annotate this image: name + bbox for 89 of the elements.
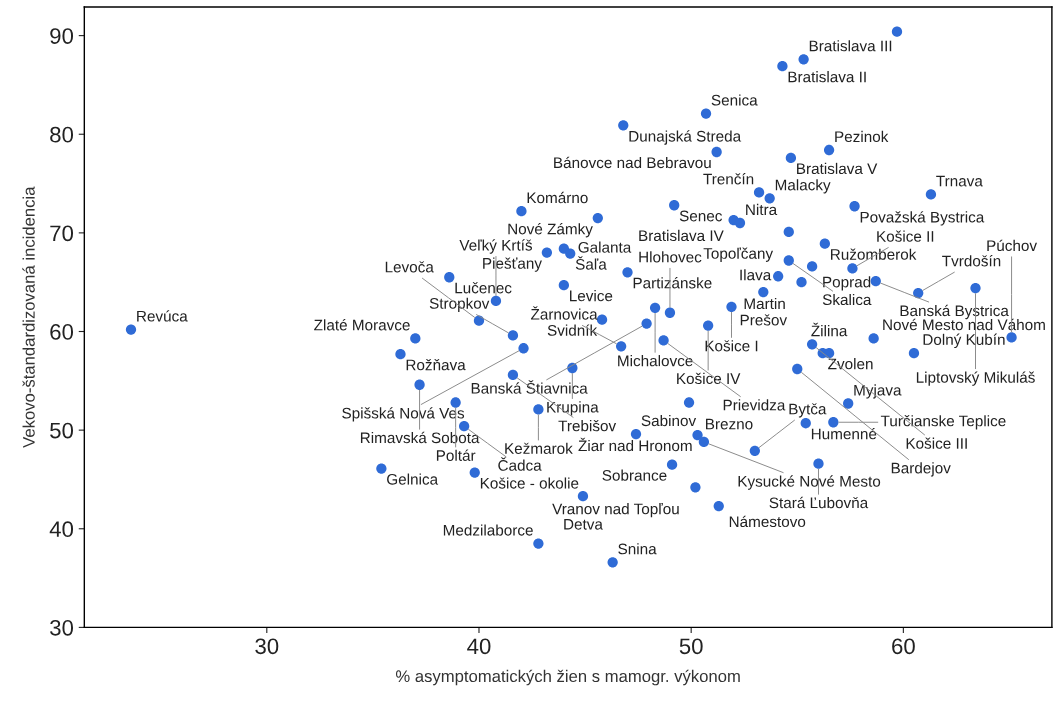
annotation: Senec	[679, 210, 723, 222]
annotation: Poltár	[436, 449, 476, 461]
annotation: Kysucké Nové Mesto	[738, 475, 881, 490]
annotation: Košice II	[877, 230, 934, 242]
annotation: Partizánske	[633, 277, 712, 289]
annotation: Revúca	[137, 310, 188, 322]
annotation: Žiar nad Hronom	[578, 437, 692, 452]
annotation: Nové Zámky	[508, 222, 593, 238]
annotation: Pezinok	[835, 130, 889, 143]
y-tick-label: 40	[49, 521, 74, 538]
annotation: Dunajská Streda	[629, 130, 742, 145]
annotation: Banská Štiavnica	[471, 380, 588, 394]
annotation: Kežmarok	[505, 442, 573, 454]
annotation: Trenčín	[703, 173, 754, 185]
x-tick-label: 30	[255, 638, 279, 655]
annotation: Košice - okolie	[480, 477, 579, 489]
annotation: Košice I	[705, 340, 758, 352]
annotation: Bratislava IV	[639, 229, 724, 242]
annotation: Svidník	[547, 324, 598, 336]
annotation: Prešov	[740, 314, 788, 326]
annotation: Malacky	[775, 179, 831, 194]
y-tick-label: 80	[50, 126, 74, 143]
annotation: Piešťany	[483, 257, 542, 272]
annotation: Rimavská Sobota	[360, 431, 480, 444]
annotation: Zlaté Moravce	[314, 319, 410, 331]
annotation: Bratislava III	[809, 40, 892, 52]
annotation: Zvolen	[828, 358, 873, 370]
annotation: Stropkov	[429, 297, 490, 312]
annotation: Turčianske Teplice	[880, 415, 1006, 430]
annotation: Gelnica	[387, 473, 439, 485]
annotation: Myjava	[854, 384, 902, 399]
annotation: Púchov	[987, 239, 1037, 252]
annotation: Bytča	[789, 403, 827, 418]
annotation: Košice IV	[677, 372, 741, 385]
annotation: Komárno	[527, 191, 588, 204]
annotation: Rožňava	[406, 359, 466, 371]
annotation: Skalica	[822, 293, 872, 306]
annotation: Poprad	[823, 276, 871, 291]
annotation: Šaľa	[575, 256, 607, 270]
annotation: Žilina	[811, 322, 848, 337]
annotation: Sobrance	[602, 469, 667, 481]
annotation: Spišská Nová Ves	[342, 407, 465, 422]
x-tick-label: 40	[467, 638, 491, 655]
annotation: Čadca	[498, 457, 542, 471]
annotation: Snina	[618, 543, 657, 555]
x-tick-label: 50	[679, 638, 703, 655]
annotation: Detva	[564, 519, 603, 530]
annotation: Trnava	[936, 175, 983, 187]
annotation: Krupina	[547, 401, 599, 416]
annotation: Senica	[711, 94, 758, 106]
y-tick-label: 70	[50, 225, 74, 242]
y-tick-label: 50	[50, 422, 74, 439]
annotation: Levice	[570, 290, 613, 302]
annotation: Prievidza	[723, 399, 786, 411]
annotation: Vranov nad Topľou	[552, 503, 679, 518]
annotation: Námestovo	[729, 515, 806, 528]
annotation: Ružomberok	[831, 248, 917, 260]
annotation: Bratislava V	[797, 162, 878, 175]
annotation: Levoča	[385, 261, 434, 273]
annotation: Považská Bystrica	[860, 211, 985, 226]
annotation: Dolný Kubín	[923, 333, 1005, 349]
annotation: Michalovce	[618, 355, 693, 367]
y-axis-title: Vekovo-štandardizovaná incidencia	[22, 186, 35, 448]
x-tick-label: 60	[892, 638, 915, 655]
annotation: Martin	[744, 297, 785, 310]
y-tick-label: 30	[50, 619, 74, 636]
annotation: Nitra	[746, 203, 778, 216]
annotation: Bratislava II	[788, 71, 866, 83]
annotation: Lučenec	[455, 282, 512, 294]
annotation: Veľký Krtíš	[459, 239, 533, 254]
annotation: Liptovský Mikuláš	[916, 371, 1035, 386]
annotation: Topoľčany	[703, 247, 774, 262]
annotation: Stará Ľubovňa	[769, 496, 869, 509]
annotation: Trebišov	[558, 420, 617, 432]
y-tick-label: 60	[50, 324, 74, 340]
y-tick-label: 90	[50, 28, 74, 44]
annotation: Sabinov	[641, 414, 697, 427]
annotation: Hlohovec	[639, 251, 702, 263]
annotation: Bánovce nad Bebravou	[554, 156, 711, 169]
x-axis-title: % asymptomatických žien s mamogr. výkonom	[395, 669, 740, 686]
annotation: Bardejov	[891, 462, 951, 477]
annotation: Tvrdošín	[942, 255, 1001, 267]
annotation: Košice III	[906, 437, 967, 449]
annotation: Brezno	[706, 418, 753, 430]
annotation: Galanta	[578, 241, 632, 253]
annotation: Medzilaborce	[443, 524, 533, 536]
annotation: Žarnovica	[531, 306, 598, 320]
annotation: Humenné	[811, 427, 877, 440]
annotation: Ilava	[740, 269, 772, 281]
